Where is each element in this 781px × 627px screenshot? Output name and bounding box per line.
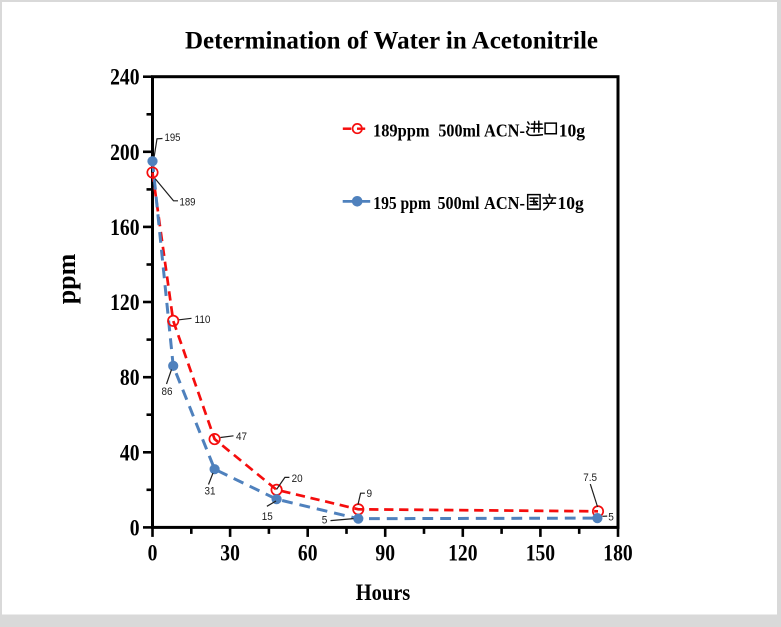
svg-text:Determination of Water in Acet: Determination of Water in Acetonitrile [185,26,598,55]
svg-text:200: 200 [110,140,139,165]
svg-text:150: 150 [526,541,555,566]
svg-text:30: 30 [220,541,240,566]
svg-text:5: 5 [322,514,328,526]
svg-text:500ml: 500ml [438,120,480,140]
svg-text:189ppm: 189ppm [373,120,430,140]
svg-text:60: 60 [298,541,318,566]
svg-text:240: 240 [110,65,139,90]
svg-text:0: 0 [130,515,140,540]
svg-text:195: 195 [165,132,181,144]
svg-text:0: 0 [148,541,158,566]
svg-text:ACN-: ACN- [484,120,525,140]
svg-text:20: 20 [292,473,303,485]
svg-text:10g: 10g [559,120,586,140]
svg-text:110: 110 [195,314,211,326]
svg-text:7.5: 7.5 [583,472,597,484]
svg-text:160: 160 [110,215,139,240]
svg-text:120: 120 [448,541,477,566]
svg-text:9: 9 [367,488,373,500]
svg-text:180: 180 [603,541,632,566]
svg-text:5: 5 [608,511,614,523]
svg-text:15: 15 [262,511,273,523]
svg-text:31: 31 [205,486,216,498]
svg-text:500ml: 500ml [438,193,480,213]
svg-text:120: 120 [110,290,139,315]
svg-text:86: 86 [162,386,173,398]
svg-text:195 ppm: 195 ppm [373,193,431,213]
svg-text:47: 47 [236,431,247,443]
svg-text:10g: 10g [558,193,585,213]
svg-text:Hours: Hours [356,580,411,605]
svg-text:ppm: ppm [52,253,81,304]
svg-text:90: 90 [375,541,395,566]
svg-text:40: 40 [120,440,140,465]
svg-text:ACN-: ACN- [484,193,525,213]
svg-text:189: 189 [180,196,196,208]
svg-text:80: 80 [120,365,140,390]
